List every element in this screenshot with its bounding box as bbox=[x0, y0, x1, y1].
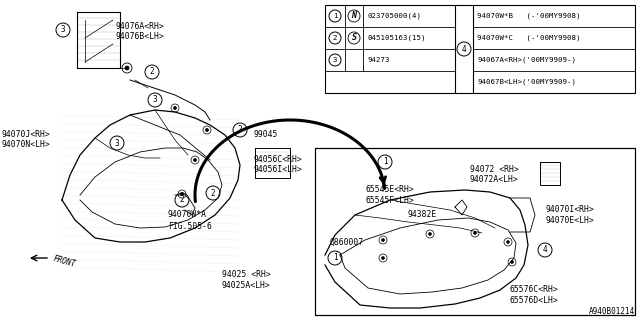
Text: 65576C<RH>: 65576C<RH> bbox=[510, 285, 559, 294]
Circle shape bbox=[173, 107, 177, 109]
Text: 99045: 99045 bbox=[254, 130, 278, 139]
Text: 94056C<RH>: 94056C<RH> bbox=[254, 155, 303, 164]
Text: 94067B<LH>('00MY9909-): 94067B<LH>('00MY9909-) bbox=[477, 79, 576, 85]
Text: 94070W*A: 94070W*A bbox=[168, 210, 207, 219]
Text: 94072 <RH>: 94072 <RH> bbox=[470, 165, 519, 174]
Text: 65576D<LH>: 65576D<LH> bbox=[510, 296, 559, 305]
Text: 3: 3 bbox=[61, 26, 65, 35]
Text: 2: 2 bbox=[237, 125, 243, 134]
Circle shape bbox=[429, 233, 431, 236]
Text: 94070N<LH>: 94070N<LH> bbox=[2, 140, 51, 149]
Circle shape bbox=[511, 260, 513, 263]
Text: 65545E<RH>: 65545E<RH> bbox=[365, 185, 413, 194]
Text: 3: 3 bbox=[115, 139, 119, 148]
Text: 2: 2 bbox=[180, 196, 184, 204]
Text: 1: 1 bbox=[383, 157, 387, 166]
Text: 94070E<LH>: 94070E<LH> bbox=[546, 216, 595, 225]
Text: 3: 3 bbox=[333, 57, 337, 63]
Text: 94070I<RH>: 94070I<RH> bbox=[546, 205, 595, 214]
Circle shape bbox=[506, 241, 509, 244]
Text: 045105163(15): 045105163(15) bbox=[367, 35, 426, 41]
Text: 94070W*C   (-'00MY9908): 94070W*C (-'00MY9908) bbox=[477, 35, 580, 41]
Text: 4: 4 bbox=[543, 245, 547, 254]
Text: FRONT: FRONT bbox=[52, 255, 77, 269]
Circle shape bbox=[381, 238, 385, 242]
Text: 94273: 94273 bbox=[367, 57, 390, 63]
Text: 94056I<LH>: 94056I<LH> bbox=[254, 165, 303, 174]
Text: 94025 <RH>: 94025 <RH> bbox=[222, 270, 271, 279]
Text: 94072A<LH>: 94072A<LH> bbox=[470, 175, 519, 184]
Text: Q860007: Q860007 bbox=[330, 238, 364, 247]
Text: 94025A<LH>: 94025A<LH> bbox=[222, 281, 271, 290]
Text: 94382E: 94382E bbox=[408, 210, 437, 219]
Text: N: N bbox=[351, 12, 356, 20]
Circle shape bbox=[205, 129, 209, 132]
Text: 65545F<LH>: 65545F<LH> bbox=[365, 196, 413, 205]
Bar bbox=[315, 148, 635, 315]
Text: 1: 1 bbox=[333, 253, 337, 262]
Circle shape bbox=[125, 66, 129, 70]
Circle shape bbox=[180, 193, 184, 196]
Circle shape bbox=[381, 257, 385, 260]
Text: 94076A<RH>: 94076A<RH> bbox=[115, 22, 164, 31]
Text: 94076B<LH>: 94076B<LH> bbox=[115, 32, 164, 41]
Text: 94070W*B   (-'00MY9908): 94070W*B (-'00MY9908) bbox=[477, 13, 580, 19]
Text: A940B01214: A940B01214 bbox=[589, 307, 635, 316]
Text: 2: 2 bbox=[150, 68, 154, 76]
Text: 94070J<RH>: 94070J<RH> bbox=[2, 130, 51, 139]
Text: 023705000(4): 023705000(4) bbox=[367, 13, 421, 19]
Text: FIG.505-6: FIG.505-6 bbox=[168, 222, 212, 231]
Text: 94067A<RH>('00MY9909-): 94067A<RH>('00MY9909-) bbox=[477, 57, 576, 63]
Text: 2: 2 bbox=[333, 35, 337, 41]
Text: 3: 3 bbox=[153, 95, 157, 105]
Bar bbox=[325, 5, 635, 93]
Circle shape bbox=[474, 231, 477, 235]
Text: 1: 1 bbox=[333, 13, 337, 19]
Text: S: S bbox=[351, 34, 356, 43]
Text: 4: 4 bbox=[461, 44, 467, 53]
Text: 2: 2 bbox=[211, 188, 215, 197]
Circle shape bbox=[193, 158, 196, 162]
